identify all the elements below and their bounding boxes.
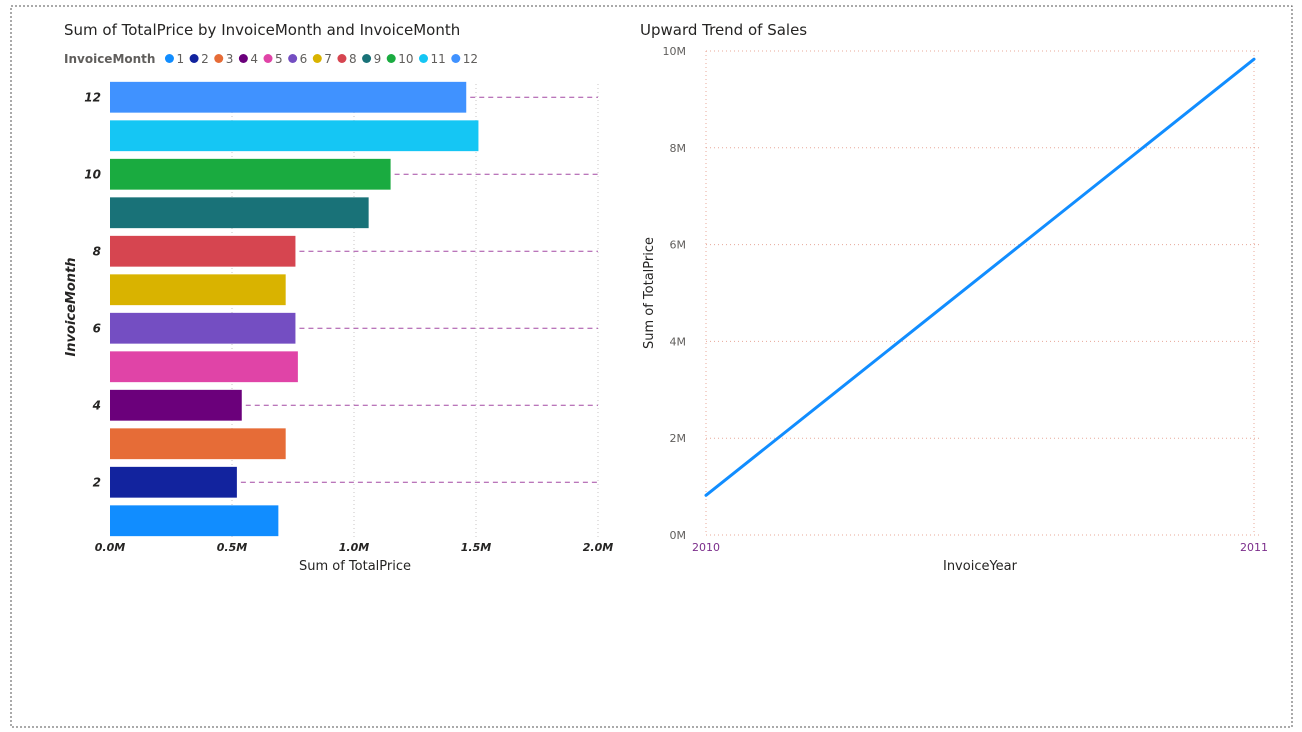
bar-chart-grid xyxy=(231,84,599,540)
legend-label: 8 xyxy=(349,52,357,66)
legend-item-8[interactable]: 8 xyxy=(337,52,357,66)
legend-item-1[interactable]: 1 xyxy=(164,52,184,66)
legend-marker xyxy=(164,54,174,63)
x-tick-label: 2011 xyxy=(1240,541,1268,554)
legend-label: 7 xyxy=(324,52,332,66)
y-tick-label: 0M xyxy=(670,529,687,542)
legend-label: 5 xyxy=(275,52,283,66)
bar-month-4[interactable] xyxy=(110,389,242,421)
bar-month-9[interactable] xyxy=(110,197,369,229)
bar-chart-y-tick-labels: 12 10 8 6 4 2 xyxy=(84,90,101,489)
bar-month-7[interactable] xyxy=(110,274,286,306)
x-tick-label: 0.0M xyxy=(95,541,125,554)
legend-marker xyxy=(214,54,224,63)
legend-label: 2 xyxy=(201,52,209,66)
y-tick-label: 12 xyxy=(84,90,101,104)
line-chart-y-axis-title: Sum of TotalPrice xyxy=(642,237,657,349)
line-chart-x-axis-title: InvoiceYear xyxy=(943,559,1018,574)
bar-chart-x-tick-labels: 0.0M 0.5M 1.0M 1.5M 2.0M xyxy=(95,541,613,554)
x-tick-label: 1.5M xyxy=(461,541,491,554)
legend-item-12[interactable]: 12 xyxy=(451,52,478,66)
bar-chart-legend[interactable]: InvoiceMonth 1 2 3 4 5 6 7 8 9 10 11 12 xyxy=(64,52,478,66)
legend-marker xyxy=(337,54,347,63)
series-line[interactable] xyxy=(704,57,1256,497)
legend-marker xyxy=(451,54,461,63)
line-chart-y-tick-labels: 0M 2M 4M 6M 8M 10M xyxy=(663,45,687,542)
legend-item-9[interactable]: 9 xyxy=(362,52,381,66)
legend-item-5[interactable]: 5 xyxy=(263,52,283,66)
y-tick-label: 6 xyxy=(93,321,101,335)
y-tick-label: 2M xyxy=(670,432,687,445)
bar-chart-y-axis-title: InvoiceMonth xyxy=(64,257,79,356)
legend-marker xyxy=(386,54,396,63)
legend-marker xyxy=(288,54,298,63)
line-chart-grid xyxy=(705,50,1262,536)
legend-item-3[interactable]: 3 xyxy=(214,52,233,66)
legend-marker xyxy=(189,54,199,63)
legend-item-6[interactable]: 6 xyxy=(288,52,307,66)
legend-label: 6 xyxy=(300,52,308,66)
legend-label: 9 xyxy=(374,52,382,66)
legend-label: 11 xyxy=(431,52,446,66)
line-chart-x-tick-labels: 2010 2011 xyxy=(692,541,1268,554)
legend-label: 4 xyxy=(250,52,258,66)
bar-month-8[interactable] xyxy=(110,235,296,267)
legend-marker xyxy=(362,54,372,63)
x-tick-label: 2010 xyxy=(692,541,720,554)
bar-chart-reference-lines xyxy=(240,96,598,483)
y-tick-label: 6M xyxy=(670,239,687,252)
y-tick-label: 2 xyxy=(93,475,101,489)
bar-month-6[interactable] xyxy=(110,312,296,344)
legend-label: 10 xyxy=(398,52,413,66)
bar-chart[interactable]: Sum of TotalPrice by InvoiceMonth and In… xyxy=(64,21,613,574)
y-tick-label: 10 xyxy=(84,167,101,181)
legend-title: InvoiceMonth xyxy=(64,52,155,66)
y-tick-label: 8 xyxy=(93,244,101,258)
x-tick-label: 0.5M xyxy=(217,541,247,554)
bar-month-10[interactable] xyxy=(110,158,391,190)
y-tick-label: 8M xyxy=(670,142,687,155)
legend-marker xyxy=(312,54,322,63)
line-chart-series[interactable] xyxy=(704,57,1256,497)
bar-month-5[interactable] xyxy=(110,351,298,383)
bar-chart-x-axis-title: Sum of TotalPrice xyxy=(299,559,411,574)
legend-label: 12 xyxy=(463,52,478,66)
legend-item-11[interactable]: 11 xyxy=(419,52,446,66)
x-tick-label: 2.0M xyxy=(583,541,613,554)
legend-item-2[interactable]: 2 xyxy=(189,52,209,66)
legend-marker xyxy=(238,54,248,63)
y-tick-label: 4 xyxy=(92,398,101,412)
legend-marker xyxy=(263,54,273,63)
x-tick-label: 1.0M xyxy=(339,541,369,554)
bar-month-2[interactable] xyxy=(110,466,237,498)
bar-month-11[interactable] xyxy=(110,120,479,152)
legend-label: 3 xyxy=(226,52,234,66)
legend-label: 1 xyxy=(176,52,184,66)
bar-chart-bars[interactable] xyxy=(110,81,479,537)
legend-item-4[interactable]: 4 xyxy=(238,52,258,66)
y-tick-label: 4M xyxy=(670,335,687,348)
legend-item-7[interactable]: 7 xyxy=(312,52,332,66)
line-chart-title: Upward Trend of Sales xyxy=(640,21,807,39)
bar-chart-title: Sum of TotalPrice by InvoiceMonth and In… xyxy=(64,21,460,39)
bar-month-3[interactable] xyxy=(110,428,286,460)
page-border xyxy=(10,5,1293,728)
bar-month-1[interactable] xyxy=(110,505,279,537)
y-tick-label: 10M xyxy=(663,45,687,58)
bar-month-12[interactable] xyxy=(110,81,467,113)
legend-marker xyxy=(419,54,428,63)
legend-item-10[interactable]: 10 xyxy=(386,52,414,66)
line-chart[interactable]: Upward Trend of Sales 0M 2M 4M 6M 8M 10M 2010… xyxy=(640,21,1268,574)
